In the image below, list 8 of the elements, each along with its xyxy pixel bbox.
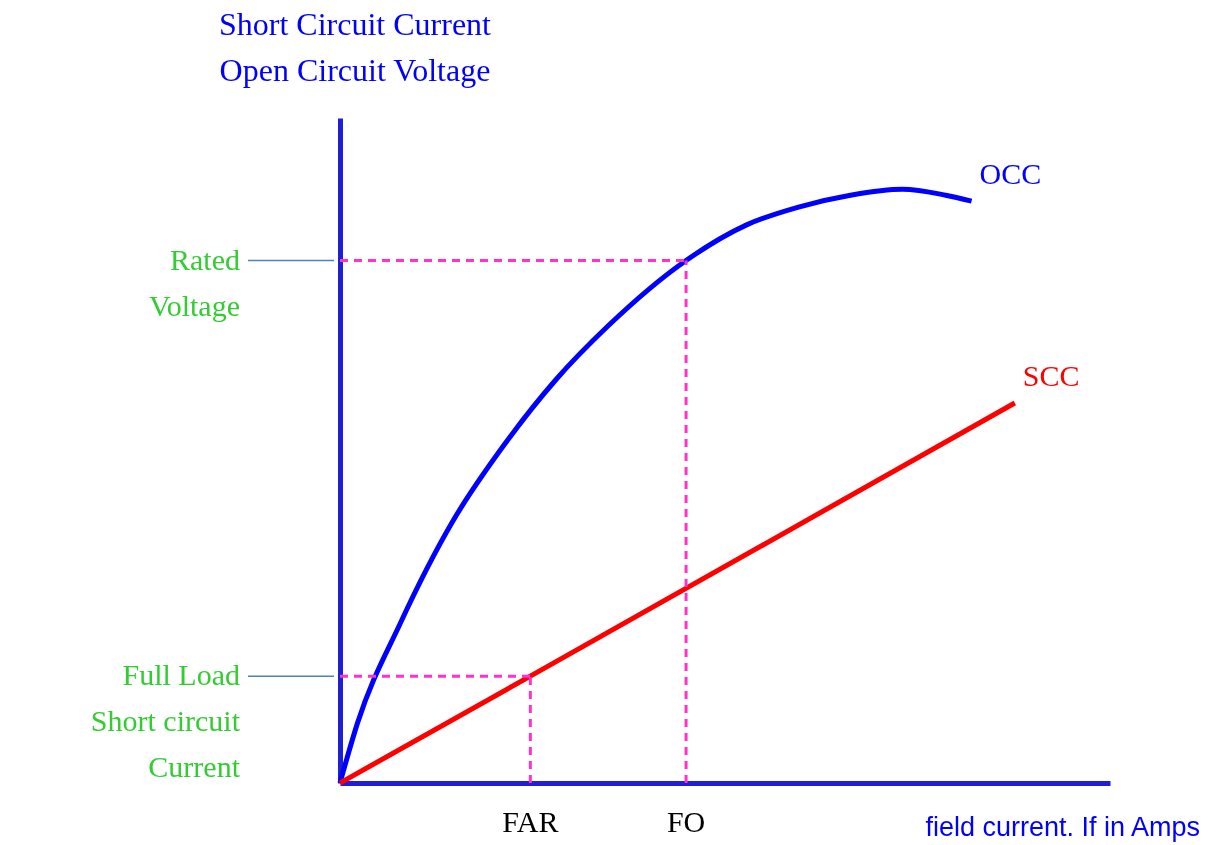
y-axis-title: Short Circuit Current Open Circuit Voltage: [219, 6, 492, 88]
series-label: OCC: [979, 157, 1042, 191]
series-label: SCC: [1022, 359, 1080, 392]
ref-line-label: Full Load Short circuit Current: [90, 658, 241, 784]
ref-line-label: Rated Voltage: [148, 242, 240, 322]
x-tick-label: FO: [666, 805, 706, 838]
x-tick-label: FAR: [502, 805, 559, 838]
x-axis-title: field current. If in Amps: [925, 812, 1200, 842]
